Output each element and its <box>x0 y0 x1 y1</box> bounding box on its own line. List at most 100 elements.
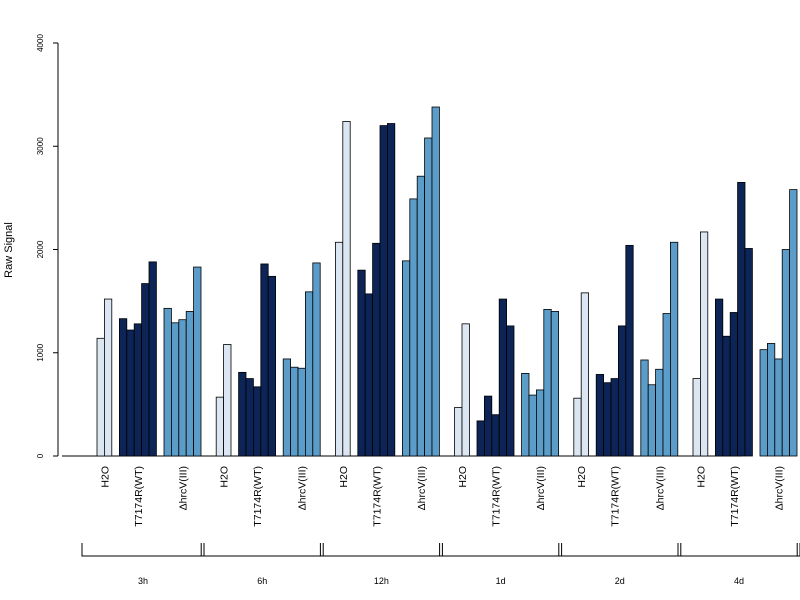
y-tick-label: 3000 <box>36 137 45 155</box>
bar <box>223 344 232 457</box>
bar <box>729 312 739 457</box>
y-tick-label: 4000 <box>36 34 45 52</box>
category-labels-layer: H2O T7174R(WT) ΔhrcV(III) H2O T7174R(WT) Δhrc… <box>99 466 786 527</box>
bar <box>789 189 798 457</box>
time-group-bracket <box>439 543 563 557</box>
bar <box>126 329 135 457</box>
bar <box>715 298 724 457</box>
time-group-label: 4d <box>734 576 744 586</box>
bar <box>603 382 612 457</box>
y-tick-label: 1000 <box>36 343 45 361</box>
bar <box>252 386 262 457</box>
bar <box>379 125 388 457</box>
bar <box>573 397 582 457</box>
y-tick-label: 2000 <box>36 240 45 258</box>
time-group-bracket <box>200 543 324 557</box>
category-label: ΔhrcV(III) <box>416 466 428 510</box>
bar <box>133 323 142 457</box>
time-group-bracket <box>558 543 682 557</box>
bar <box>178 319 187 457</box>
bar <box>528 394 537 457</box>
bar <box>498 298 508 457</box>
bar <box>774 358 783 457</box>
bar <box>357 269 366 457</box>
bar <box>483 395 493 457</box>
category-label: T7174R(WT) <box>610 466 622 527</box>
time-group-label: 2d <box>615 576 625 586</box>
bar <box>267 275 277 457</box>
time-group-label: 12h <box>374 576 389 586</box>
bar <box>521 372 530 457</box>
bar <box>595 374 605 457</box>
category-label: ΔhrcV(III) <box>774 466 786 510</box>
bar <box>416 175 426 457</box>
category-label: H2O <box>338 466 350 488</box>
bar <box>409 198 418 457</box>
bar <box>290 366 299 457</box>
category-label: H2O <box>219 466 231 488</box>
bar <box>543 308 552 457</box>
time-group-brackets: 3h6h12h1d2d4d6d <box>81 543 800 586</box>
bar <box>401 260 411 457</box>
bar <box>476 420 485 457</box>
category-label: T7174R(WT) <box>371 466 383 527</box>
category-label: ΔhrcV(III) <box>654 466 666 510</box>
bar <box>461 323 470 457</box>
time-group-bracket <box>319 543 443 557</box>
time-group-bracket <box>677 543 800 557</box>
category-label: ΔhrcV(III) <box>535 466 547 510</box>
bar <box>550 311 560 457</box>
bar <box>185 311 194 457</box>
y-axis: 0 1000 2000 3000 4000 <box>36 34 59 458</box>
bar <box>536 389 545 457</box>
bar <box>759 349 768 457</box>
bar <box>334 241 344 457</box>
bar <box>454 407 463 457</box>
bar <box>215 396 224 457</box>
bar <box>431 106 440 457</box>
category-label: T7174R(WT) <box>729 466 741 527</box>
bar <box>722 335 731 457</box>
bar <box>744 248 753 457</box>
bar <box>238 371 247 457</box>
bar <box>670 241 679 457</box>
bar <box>424 137 433 457</box>
category-label: T7174R(WT) <box>252 466 264 527</box>
bar <box>662 313 671 457</box>
bar <box>647 384 657 457</box>
y-axis-title: Raw Signal <box>3 222 15 278</box>
time-group-bracket <box>796 543 800 557</box>
bar <box>372 242 381 457</box>
bar <box>640 359 649 457</box>
time-group-bracket <box>81 543 205 557</box>
bar <box>96 337 105 457</box>
category-label: ΔhrcV(III) <box>297 466 309 510</box>
time-group-label: 3h <box>138 576 148 586</box>
category-label: H2O <box>457 466 469 488</box>
bar <box>297 367 306 457</box>
category-label: H2O <box>576 466 588 488</box>
y-tick-label: 0 <box>36 453 45 458</box>
bar <box>781 249 791 457</box>
bar <box>618 325 627 457</box>
bar <box>104 298 113 457</box>
bars-layer <box>96 106 798 457</box>
bar <box>580 292 590 457</box>
bar <box>386 123 396 457</box>
category-label: T7174R(WT) <box>133 466 145 527</box>
bar <box>312 262 321 457</box>
bar <box>342 121 351 457</box>
bar <box>655 368 664 457</box>
bar <box>282 358 292 457</box>
category-label: H2O <box>99 466 111 488</box>
bar <box>610 378 619 457</box>
bar <box>163 307 172 457</box>
bar <box>304 291 314 457</box>
bar <box>700 231 709 457</box>
bar <box>692 378 701 457</box>
category-label: T7174R(WT) <box>491 466 503 527</box>
category-label: ΔhrcV(III) <box>178 466 190 510</box>
bar <box>737 181 746 457</box>
bar <box>119 318 128 457</box>
